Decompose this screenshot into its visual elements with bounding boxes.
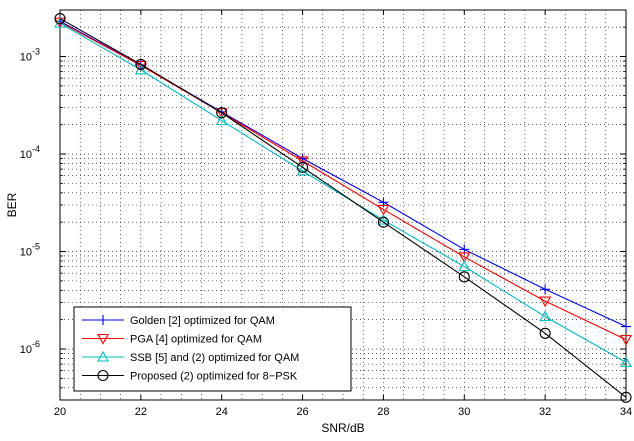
- y-tick-label: 10-3: [20, 47, 40, 64]
- legend-label: Golden [2] optimized for QAM: [130, 315, 275, 327]
- data-point: [97, 333, 109, 345]
- data-point: [377, 213, 390, 225]
- legend-entry: PGA [4] optimized for QAM: [82, 334, 262, 346]
- legend: Golden [2] optimized for QAM PGA [4] opti…: [73, 306, 352, 392]
- legend-label: PGA [4] optimized for QAM: [130, 334, 262, 346]
- data-point: [458, 252, 471, 264]
- legend-entry: SSB [5] and (2) optimized for QAM: [82, 350, 299, 364]
- series-line: [59, 18, 627, 398]
- data-point: [216, 107, 228, 119]
- series-line: [59, 22, 627, 363]
- data-point: [620, 391, 632, 403]
- data-point: [458, 271, 470, 283]
- data-point: [539, 327, 551, 339]
- x-tick-label: 28: [377, 406, 389, 418]
- series: [55, 16, 631, 332]
- data-point: [97, 350, 109, 362]
- legend-entry: Proposed (2) optimized for 8−PSK: [82, 369, 298, 383]
- series-layer: [54, 13, 632, 403]
- data-point: [296, 156, 309, 168]
- data-point: [215, 108, 228, 119]
- data-point: [54, 13, 66, 25]
- x-axis-label: SNR/dB: [321, 421, 364, 435]
- data-point: [539, 310, 552, 322]
- data-point: [620, 335, 632, 346]
- data-point: [540, 284, 551, 295]
- data-point: [458, 260, 471, 272]
- x-tick-label: 34: [620, 406, 632, 418]
- axis-ticks: 20 22 24 26 28 30 32 34 10-6 10-5 10-4 10-3: [20, 10, 632, 418]
- data-point: [97, 369, 109, 382]
- data-point: [297, 161, 309, 173]
- data-point: [620, 356, 632, 367]
- legend-entry: Golden [2] optimized for QAM: [82, 315, 275, 327]
- y-tick-label: 10-4: [20, 144, 40, 161]
- x-tick-label: 26: [296, 406, 308, 418]
- legend-box: [73, 306, 352, 392]
- data-point: [296, 164, 309, 176]
- data-point: [377, 216, 389, 228]
- data-point: [135, 58, 147, 70]
- data-point: [621, 321, 631, 332]
- legend-label: SSB [5] and (2) optimized for QAM: [130, 352, 299, 364]
- x-tick-label: 30: [458, 406, 470, 418]
- y-tick-label: 10-6: [20, 339, 40, 356]
- x-tick-label: 32: [539, 406, 551, 418]
- data-point: [539, 296, 552, 308]
- x-tick-label: 24: [216, 406, 228, 418]
- series: [54, 13, 632, 403]
- x-tick-label: 22: [135, 406, 147, 418]
- y-tick-label: 10-5: [20, 242, 40, 259]
- data-point: [215, 114, 228, 126]
- data-point: [377, 204, 390, 216]
- series-line: [59, 21, 627, 341]
- x-tick-label: 20: [54, 406, 66, 418]
- data-point: [98, 315, 108, 325]
- legend-label: Proposed (2) optimized for 8−PSK: [130, 371, 298, 383]
- y-axis-label: BER: [5, 192, 19, 217]
